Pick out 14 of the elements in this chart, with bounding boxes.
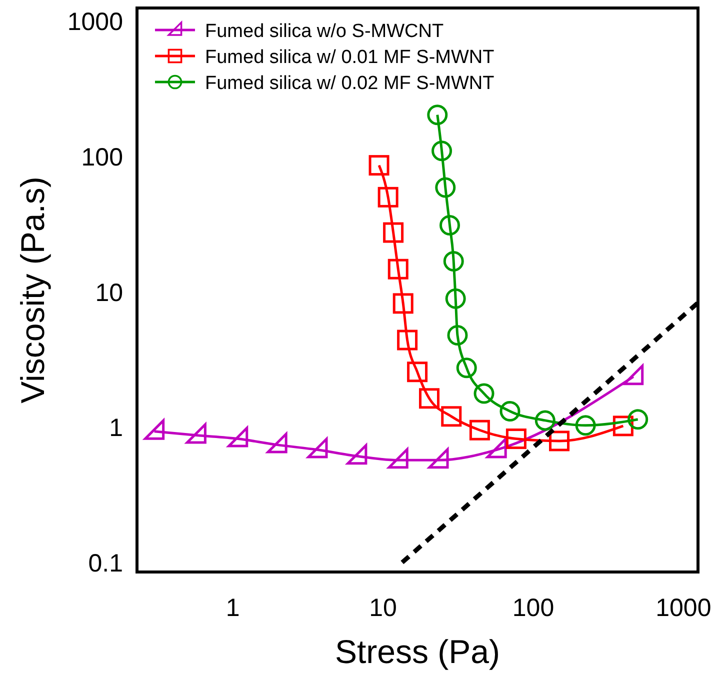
x-tick-label: 10: [369, 594, 397, 622]
y-tick-label: 10: [95, 278, 123, 307]
y-axis-title: Viscosity (Pa.s): [14, 176, 51, 404]
legend-label: Fumed silica w/ 0.01 MF S-MWNT: [205, 47, 495, 68]
x-tick-label: 1000: [656, 594, 712, 622]
y-tick-label: 1000: [67, 8, 123, 36]
y-tick-label: 1: [109, 414, 123, 442]
y-tick-label: 0.1: [88, 549, 123, 578]
legend-label: Fumed silica w/o S-MWCNT: [205, 21, 444, 42]
x-tick-label: 1: [226, 594, 240, 622]
x-tick-label: 100: [512, 594, 554, 622]
y-tick-label: 100: [81, 143, 123, 172]
x-axis-title: Stress (Pa): [334, 633, 500, 670]
legend-label: Fumed silica w/ 0.02 MF S-MWNT: [205, 73, 495, 94]
